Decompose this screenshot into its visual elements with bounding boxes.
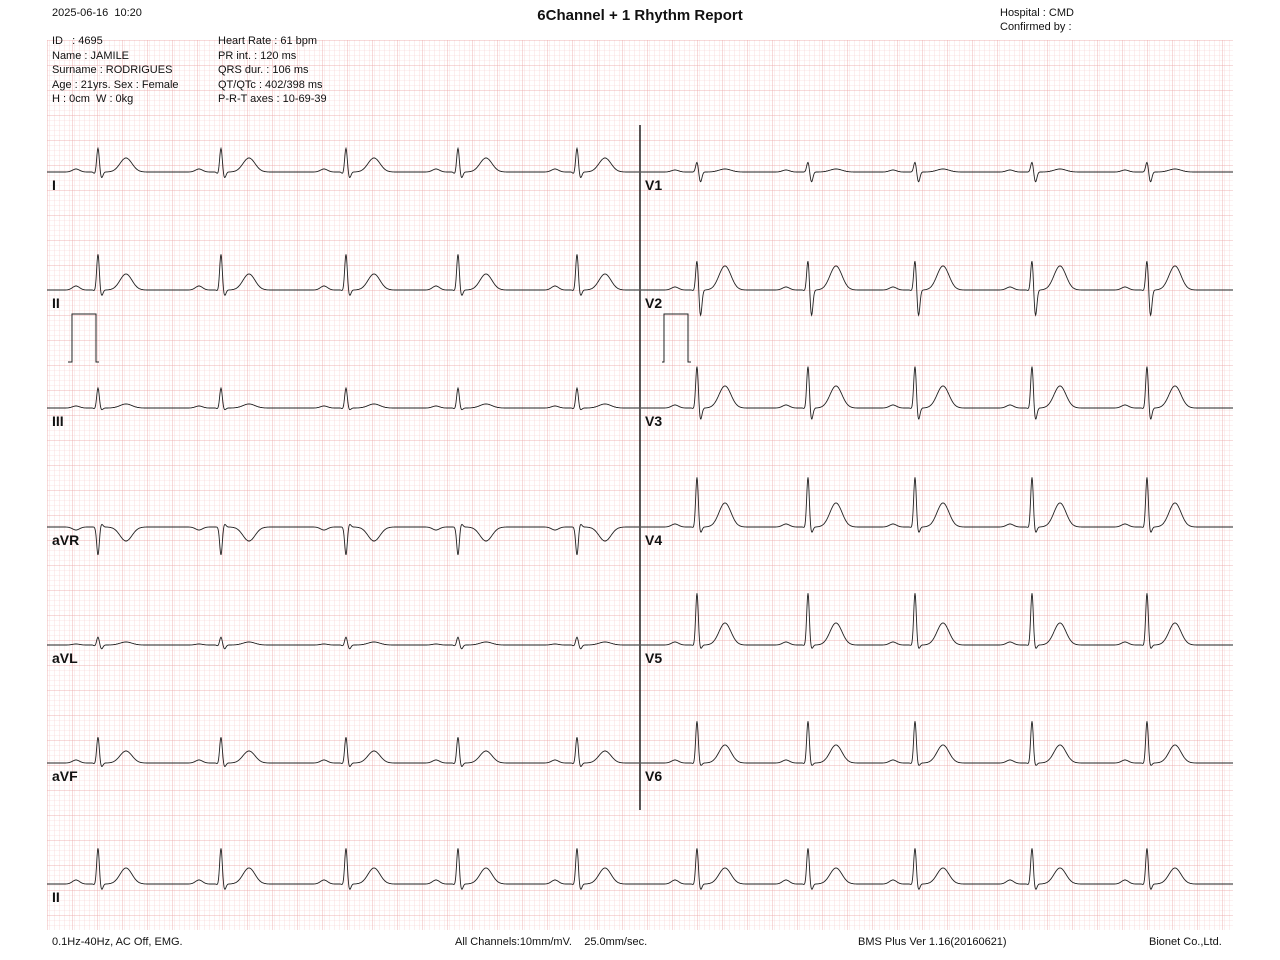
patient-line: Age : 21yrs. Sex : Female <box>52 78 179 91</box>
rhythm-trace <box>47 848 1233 890</box>
ecg-trace <box>641 366 1233 420</box>
filter-info: 0.1Hz-40Hz, AC Off, EMG. <box>52 936 183 948</box>
lead-label: II <box>52 889 60 905</box>
ecg-trace <box>641 261 1233 317</box>
lead-label: V4 <box>645 532 663 548</box>
lead-label: III <box>52 413 64 429</box>
measurement-line: P-R-T axes : 10-69-39 <box>218 93 327 105</box>
measurements: Heart Rate : 61 bpm PR int. : 120 ms QRS d… <box>218 34 327 107</box>
version-info: BMS Plus Ver 1.16(20160621) <box>858 936 1007 948</box>
lead-label: aVR <box>52 532 80 548</box>
company: Bionet Co.,Ltd. <box>1149 936 1222 948</box>
confirmed-by: Confirmed by : <box>1000 21 1072 33</box>
ecg-trace <box>47 254 639 296</box>
lead-label: V5 <box>645 650 663 666</box>
patient-line: ID : 4695 <box>52 35 103 47</box>
hospital: Hospital : CMD <box>1000 7 1074 19</box>
patient-line: Surname : RODRIGUES <box>52 64 173 76</box>
patient-line: Name : JAMILE <box>52 49 130 62</box>
ecg-trace <box>641 161 1233 183</box>
ecg-trace <box>47 636 639 650</box>
lead-label: V3 <box>645 413 663 429</box>
patient-line: H : 0cm W : 0kg <box>52 93 134 105</box>
ecg-trace <box>47 737 639 768</box>
datetime: 2025-06-16 10:20 <box>52 7 142 19</box>
ecg-trace <box>47 386 639 411</box>
lead-label: aVF <box>52 768 78 784</box>
calibration-pulse <box>662 313 691 363</box>
ecg-trace <box>641 477 1233 533</box>
measurement-line: PR int. : 120 ms <box>218 49 297 62</box>
measurement-line: QT/QTc : 402/398 ms <box>218 78 323 91</box>
patient-info: ID : 4695 Name : JAMILE Surname : RODRIGUE… <box>52 34 179 107</box>
lead-label: II <box>52 295 60 311</box>
report-title: 6Channel + 1 Rhythm Report <box>537 7 743 24</box>
lead-label: aVL <box>52 650 78 666</box>
settings-info: All Channels:10mm/mV. 25.0mm/sec. <box>455 936 648 948</box>
measurement-line: Heart Rate : 61 bpm <box>218 35 318 47</box>
ecg-trace <box>47 523 639 556</box>
ecg-trace <box>641 593 1233 649</box>
ecg-trace <box>47 146 639 178</box>
lead-label: V2 <box>645 295 663 311</box>
calibration-pulse <box>68 313 99 363</box>
lead-label: I <box>52 177 56 193</box>
lead-label: V1 <box>645 177 663 193</box>
lead-label: V6 <box>645 768 663 784</box>
measurement-line: QRS dur. : 106 ms <box>218 64 309 76</box>
ecg-trace <box>641 721 1233 766</box>
